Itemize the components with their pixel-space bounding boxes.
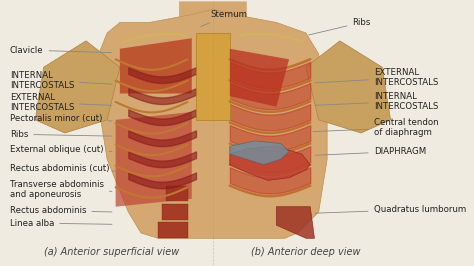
Text: EXTERNAL
INTERCOSTALS: EXTERNAL INTERCOSTALS bbox=[10, 93, 112, 113]
Text: Transverse abdominis
and aponeurosis: Transverse abdominis and aponeurosis bbox=[10, 180, 112, 199]
Polygon shape bbox=[179, 1, 247, 30]
Polygon shape bbox=[35, 41, 120, 133]
Text: Central tendon
of diaphragm: Central tendon of diaphragm bbox=[313, 118, 438, 138]
Text: Rectus abdominis (cut): Rectus abdominis (cut) bbox=[10, 164, 115, 173]
Text: INTERNAL
INTERCOSTALS: INTERNAL INTERCOSTALS bbox=[315, 92, 438, 111]
Text: (b) Anterior deep view: (b) Anterior deep view bbox=[251, 247, 361, 257]
Text: INTERNAL
INTERCOSTALS: INTERNAL INTERCOSTALS bbox=[10, 71, 112, 90]
Polygon shape bbox=[196, 33, 230, 120]
Text: Rectus abdominis: Rectus abdominis bbox=[10, 206, 112, 215]
Polygon shape bbox=[99, 9, 327, 238]
Polygon shape bbox=[116, 112, 192, 207]
Text: Sternum: Sternum bbox=[201, 10, 248, 27]
Polygon shape bbox=[166, 186, 188, 201]
Text: EXTERNAL
INTERCOSTALS: EXTERNAL INTERCOSTALS bbox=[315, 68, 438, 88]
Polygon shape bbox=[230, 49, 289, 107]
Text: Pectoralis minor (cut): Pectoralis minor (cut) bbox=[10, 114, 112, 123]
Polygon shape bbox=[158, 222, 188, 238]
Text: Ribs: Ribs bbox=[309, 18, 371, 35]
Text: Quadratus lumborum: Quadratus lumborum bbox=[315, 205, 466, 214]
Text: Clavicle: Clavicle bbox=[10, 45, 111, 55]
Polygon shape bbox=[230, 141, 289, 165]
Polygon shape bbox=[230, 146, 310, 180]
Polygon shape bbox=[276, 207, 314, 238]
Polygon shape bbox=[120, 38, 192, 94]
Text: External oblique (cut): External oblique (cut) bbox=[10, 145, 112, 154]
Text: (a) Anterior superficial view: (a) Anterior superficial view bbox=[44, 247, 179, 257]
Text: DIAPHRAGM: DIAPHRAGM bbox=[315, 147, 426, 156]
Polygon shape bbox=[306, 41, 391, 133]
Text: Linea alba: Linea alba bbox=[10, 219, 112, 227]
Text: Ribs: Ribs bbox=[10, 130, 112, 139]
Polygon shape bbox=[162, 204, 188, 220]
